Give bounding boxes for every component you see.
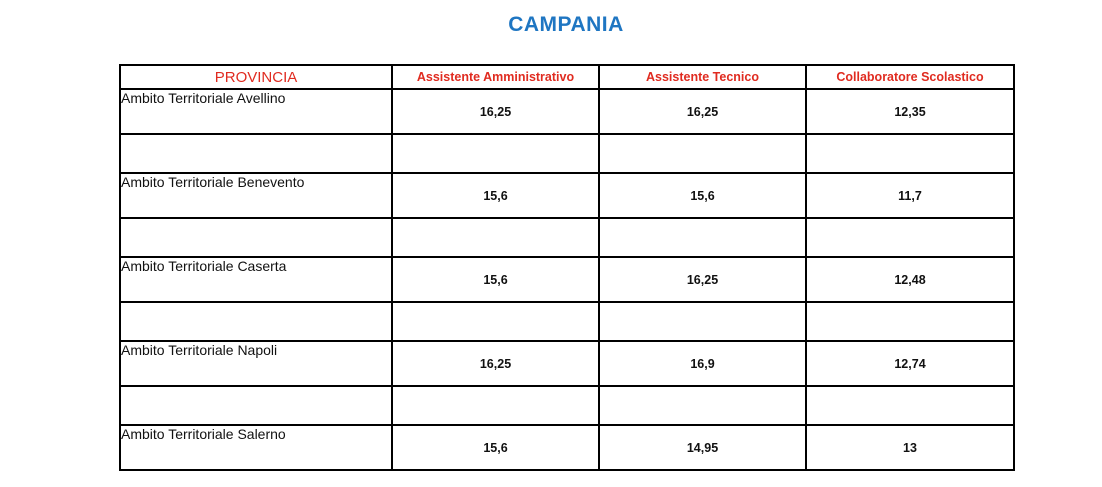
value-cell: 11,7 (805, 172, 1015, 219)
empty-cell (805, 217, 1015, 258)
empty-cell (805, 301, 1015, 342)
empty-cell (805, 133, 1015, 174)
empty-cell (391, 301, 600, 342)
province-cell: Ambito Territoriale Avellino (119, 88, 393, 135)
value-cell: 16,25 (598, 88, 807, 135)
province-cell: Ambito Territoriale Benevento (119, 172, 393, 219)
empty-cell (119, 133, 393, 174)
empty-cell (598, 301, 807, 342)
table-row-empty (119, 217, 1015, 258)
value-cell: 12,48 (805, 256, 1015, 303)
empty-cell (391, 133, 600, 174)
province-cell: Ambito Territoriale Caserta (119, 256, 393, 303)
table-row-salerno: Ambito Territoriale Salerno 15,6 14,95 1… (119, 424, 1015, 471)
table-row-empty (119, 133, 1015, 174)
column-header-assistente-amministrativo: Assistente Amministrativo (391, 64, 600, 90)
table-row-empty (119, 301, 1015, 342)
value-cell: 15,6 (391, 172, 600, 219)
empty-cell (119, 301, 393, 342)
table-row-avellino: Ambito Territoriale Avellino 16,25 16,25… (119, 88, 1015, 135)
value-cell: 15,6 (391, 256, 600, 303)
value-cell: 16,9 (598, 340, 807, 387)
value-cell: 15,6 (391, 424, 600, 471)
empty-cell (391, 385, 600, 426)
empty-cell (119, 385, 393, 426)
empty-cell (598, 217, 807, 258)
province-cell: Ambito Territoriale Napoli (119, 340, 393, 387)
empty-cell (598, 133, 807, 174)
value-cell: 12,35 (805, 88, 1015, 135)
empty-cell (805, 385, 1015, 426)
page-title: CAMPANIA (508, 13, 624, 36)
empty-cell (598, 385, 807, 426)
table-header-row: PROVINCIA Assistente Amministrativo Assi… (119, 64, 1015, 90)
empty-cell (119, 217, 393, 258)
column-header-assistente-tecnico: Assistente Tecnico (598, 64, 807, 90)
value-cell: 16,25 (598, 256, 807, 303)
value-cell: 16,25 (391, 340, 600, 387)
value-cell: 14,95 (598, 424, 807, 471)
table-row-empty (119, 385, 1015, 426)
empty-cell (391, 217, 600, 258)
value-cell: 12,74 (805, 340, 1015, 387)
table-row-caserta: Ambito Territoriale Caserta 15,6 16,25 1… (119, 256, 1015, 303)
province-cell: Ambito Territoriale Salerno (119, 424, 393, 471)
column-header-provincia: PROVINCIA (119, 64, 393, 90)
value-cell: 16,25 (391, 88, 600, 135)
campania-table: PROVINCIA Assistente Amministrativo Assi… (119, 64, 1015, 471)
column-header-collaboratore-scolastico: Collaboratore Scolastico (805, 64, 1015, 90)
table-row-benevento: Ambito Territoriale Benevento 15,6 15,6 … (119, 172, 1015, 219)
table-row-napoli: Ambito Territoriale Napoli 16,25 16,9 12… (119, 340, 1015, 387)
value-cell: 13 (805, 424, 1015, 471)
value-cell: 15,6 (598, 172, 807, 219)
